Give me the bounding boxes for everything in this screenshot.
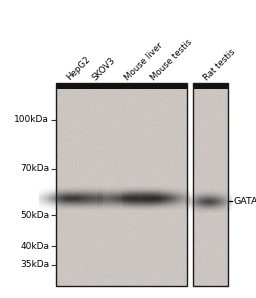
Bar	[56, 83, 187, 286]
Text: 35kDa: 35kDa	[20, 260, 49, 269]
Text: 40kDa: 40kDa	[20, 242, 49, 251]
Text: SKOV3: SKOV3	[90, 56, 117, 82]
Bar	[193, 83, 228, 89]
Text: Rat testis: Rat testis	[202, 47, 238, 82]
Text: 100kDa: 100kDa	[14, 115, 49, 124]
Bar	[193, 83, 228, 286]
Text: GATA4: GATA4	[233, 197, 256, 206]
Bar	[56, 83, 187, 89]
Text: Mouse liver: Mouse liver	[123, 41, 165, 82]
Text: HepG2: HepG2	[64, 55, 92, 82]
Text: 70kDa: 70kDa	[20, 164, 49, 173]
Text: Mouse testis: Mouse testis	[149, 38, 194, 82]
Text: 50kDa: 50kDa	[20, 211, 49, 220]
